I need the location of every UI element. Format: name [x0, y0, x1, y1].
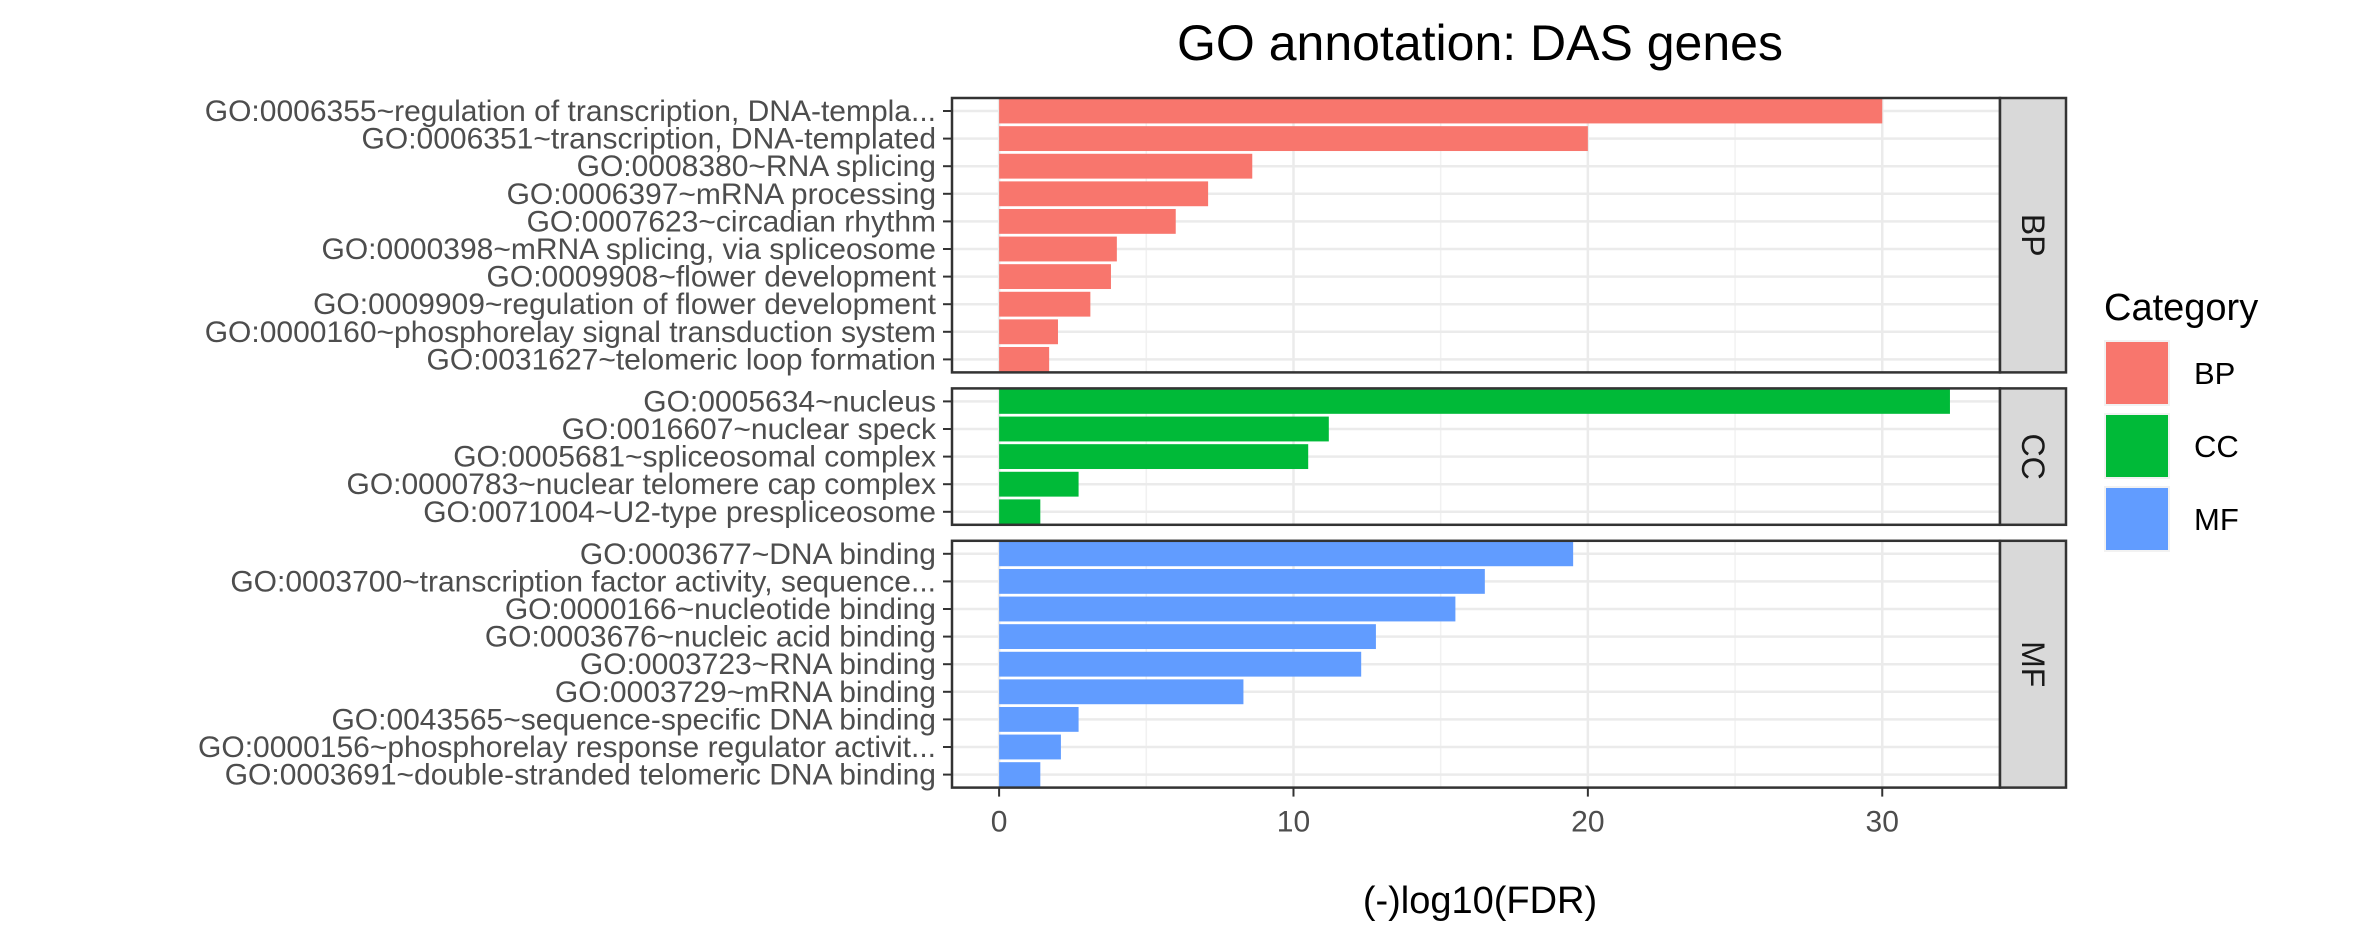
legend-swatch-bp: [2106, 342, 2168, 404]
category-label: GO:0009909~regulation of flower developm…: [313, 288, 937, 321]
category-label: GO:0016607~nuclear speck: [562, 413, 937, 446]
bar-bp-6: [999, 236, 1117, 262]
bar-bp-2: [999, 126, 1588, 152]
bar-bp-3: [999, 153, 1253, 179]
legend-label: MF: [2194, 502, 2239, 537]
facet-panel-mf: GO:0003677~DNA bindingGO:0003700~transcr…: [198, 538, 2068, 792]
bar-mf-4: [999, 624, 1376, 650]
legend: Category BP CC MF: [2104, 287, 2258, 552]
bar-mf-7: [999, 706, 1079, 732]
category-label: GO:0005681~spliceosomal complex: [453, 441, 936, 474]
bar-mf-9: [999, 762, 1041, 788]
bar-bp-7: [999, 264, 1111, 290]
category-label: GO:0007623~circadian rhythm: [527, 205, 936, 238]
category-label: GO:0071004~U2-type prespliceosome: [423, 496, 936, 529]
facet-strip-label: MF: [2015, 641, 2051, 687]
category-label: GO:0003700~transcription factor activity…: [230, 565, 936, 598]
bar-mf-3: [999, 596, 1456, 622]
bar-mf-8: [999, 734, 1061, 760]
bar-bp-4: [999, 181, 1209, 207]
category-label: GO:0006355~regulation of transcription, …: [205, 95, 936, 128]
bar-cc-3: [999, 444, 1309, 470]
facet-strip-label: CC: [2015, 433, 2051, 479]
category-label: GO:0043565~sequence-specific DNA binding: [331, 703, 936, 736]
x-tick-label: 20: [1571, 806, 1604, 839]
category-label: GO:0003691~double-stranded telomeric DNA…: [225, 759, 936, 792]
category-label: GO:0000166~nucleotide binding: [505, 593, 936, 626]
x-tick-label: 30: [1866, 806, 1899, 839]
bar-mf-6: [999, 679, 1244, 705]
bar-mf-2: [999, 568, 1485, 594]
legend-swatch-mf: [2106, 488, 2168, 550]
x-tick-label: 0: [991, 806, 1008, 839]
category-label: GO:0000160~phosphorelay signal transduct…: [205, 316, 936, 349]
bar-cc-2: [999, 416, 1329, 442]
category-label: GO:0006351~transcription, DNA-templated: [362, 123, 936, 156]
bar-bp-8: [999, 291, 1091, 317]
facet-strip-cc: [1998, 387, 2068, 527]
category-label: GO:0000783~nuclear telomere cap complex: [346, 468, 936, 501]
category-label: GO:0000398~mRNA splicing, via spliceosom…: [322, 233, 936, 266]
legend-label: CC: [2194, 429, 2239, 464]
legend-title: Category: [2104, 287, 2258, 329]
category-label: GO:0000156~phosphorelay response regulat…: [198, 731, 936, 764]
bar-cc-1: [999, 388, 1950, 414]
category-label: GO:0003729~mRNA binding: [555, 676, 936, 709]
category-label: GO:0009908~flower development: [487, 261, 937, 294]
category-label: GO:0003676~nucleic acid binding: [485, 621, 936, 654]
bar-bp-1: [999, 98, 1883, 124]
category-label: GO:0008380~RNA splicing: [577, 150, 936, 183]
legend-swatch-cc: [2106, 415, 2168, 477]
bar-mf-5: [999, 651, 1362, 677]
chart-title: GO annotation: DAS genes: [1177, 15, 1783, 71]
facet-strip-mf: [1998, 539, 2068, 789]
x-axis-title: (-)log10(FDR): [1363, 880, 1597, 922]
category-label: GO:0031627~telomeric loop formation: [427, 343, 936, 376]
category-label: GO:0005634~nucleus: [643, 385, 936, 418]
bar-cc-5: [999, 499, 1041, 525]
facet-panel-bp: GO:0006355~regulation of transcription, …: [205, 95, 2068, 376]
facet-strip-label: BP: [2015, 214, 2051, 257]
legend-label: BP: [2194, 356, 2235, 391]
category-label: GO:0003677~DNA binding: [580, 538, 936, 571]
bar-mf-1: [999, 541, 1574, 567]
category-label: GO:0006397~mRNA processing: [507, 178, 936, 211]
bar-bp-5: [999, 208, 1176, 234]
bar-bp-10: [999, 346, 1050, 372]
category-label: GO:0003723~RNA binding: [580, 648, 936, 681]
bar-cc-4: [999, 471, 1079, 497]
facet-strip-bp: [1998, 96, 2068, 374]
x-tick-label: 10: [1277, 806, 1310, 839]
x-axis: 0 10 20 30: [991, 787, 1899, 839]
bar-bp-9: [999, 319, 1058, 345]
